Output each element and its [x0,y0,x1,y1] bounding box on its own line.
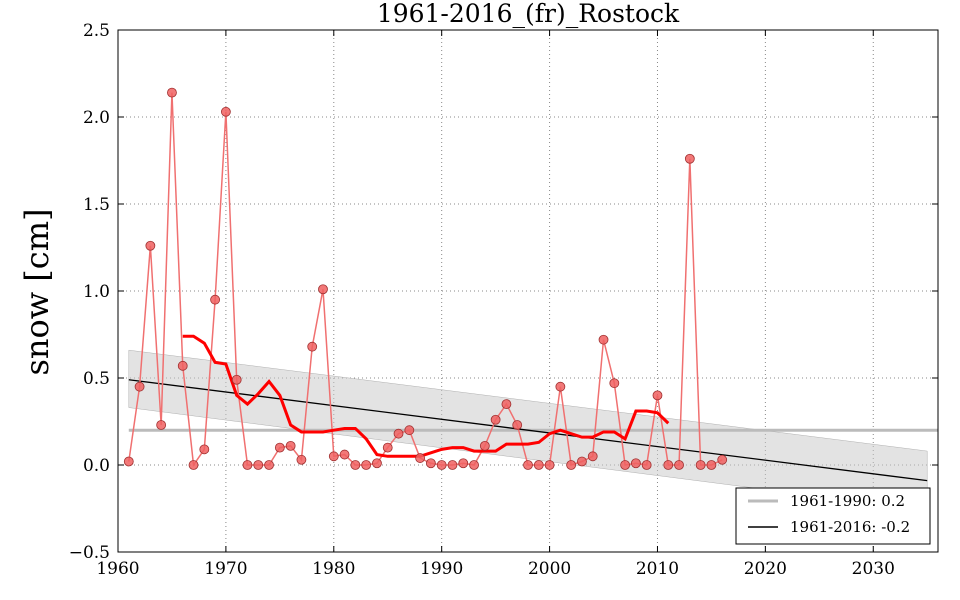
annual-point [479,440,490,451]
annual-point [296,454,307,465]
annual-point [361,460,372,470]
annual-point [253,460,264,470]
legend-label-trend: 1961-2016: -0.2 [790,518,910,536]
annual-point [533,460,544,470]
annual-point [415,453,426,463]
annual-point [663,460,674,470]
annual-point [339,449,350,460]
annual-point [458,458,469,469]
chart-title: 1961-2016_(fr)_Rostock [377,0,680,28]
y-tick-label: −0.5 [69,543,110,563]
x-tick-label: 1960 [96,559,139,579]
annual-point [641,460,652,470]
x-tick-label: 1980 [312,559,355,579]
annual-point [199,444,210,455]
annual-point [231,374,242,385]
annual-point [501,399,512,410]
annual-point [577,456,587,467]
annual-point [372,458,382,469]
x-tick-label: 2000 [528,559,571,579]
annual-point [220,106,231,117]
annual-point [167,87,177,98]
annual-point [156,420,167,430]
y-axis-label: snow [cm] [18,208,56,375]
annual-point [620,460,631,470]
annual-point [587,451,598,462]
annual-point [447,460,458,470]
annual-point [717,454,728,465]
annual-point [566,460,577,470]
annual-point [382,442,393,453]
annual-point [425,458,436,469]
annual-point [328,451,339,462]
annual-point [404,425,415,436]
series-lines [128,92,938,482]
annual-point [145,240,156,251]
annual-point [210,294,221,305]
annual-point [469,460,479,470]
annual-point [555,381,566,392]
annual-point [630,458,641,469]
legend-label-reference: 1961-1990: 0.2 [790,492,905,510]
annual-point [188,460,199,470]
annual-point [274,442,285,453]
annual-point [544,460,555,470]
annual-point [134,381,145,392]
annual-point [609,378,620,389]
annual-point [393,428,404,439]
annual-point [264,460,274,470]
trend-line [128,379,928,482]
x-tick-label: 2030 [852,559,895,579]
annual-point [350,460,361,470]
annual-point [695,460,706,470]
x-tick-label: 1990 [420,559,463,579]
annual-point [123,456,134,467]
annual-point [318,284,328,295]
y-tick-label: 1.0 [83,282,110,302]
legend-box [735,487,931,545]
annual-point [242,460,253,470]
x-tick-label: 2020 [744,559,787,579]
annual-point [523,460,533,470]
annual-point [307,341,318,352]
legend: 1961-1990: 0.2 1961-2016: -0.2 [735,487,931,545]
axis-ticks: 1960 1970 1980 1990 2000 2010 2020 2030 −0.5 0.0 0… [69,21,938,579]
annual-point [598,334,609,345]
y-tick-label: 2.5 [83,21,110,41]
running-mean-line [182,334,670,458]
annual-point [684,153,695,164]
y-tick-label: 2.0 [83,108,110,128]
y-tick-label: 0.5 [83,369,110,389]
y-tick-label: 0.0 [83,456,110,476]
annual-point [177,360,188,371]
annual-point [285,440,296,451]
x-tick-label: 2010 [636,559,679,579]
annual-point [436,460,447,470]
annual-point [490,414,501,425]
x-tick-label: 1970 [204,559,247,579]
annual-point [512,420,523,430]
annual-point [674,460,684,470]
annual-point [652,390,663,401]
annual-points [123,87,728,470]
annual-point [706,460,717,470]
annual-line [128,92,723,468]
y-tick-label: 1.5 [83,195,110,215]
